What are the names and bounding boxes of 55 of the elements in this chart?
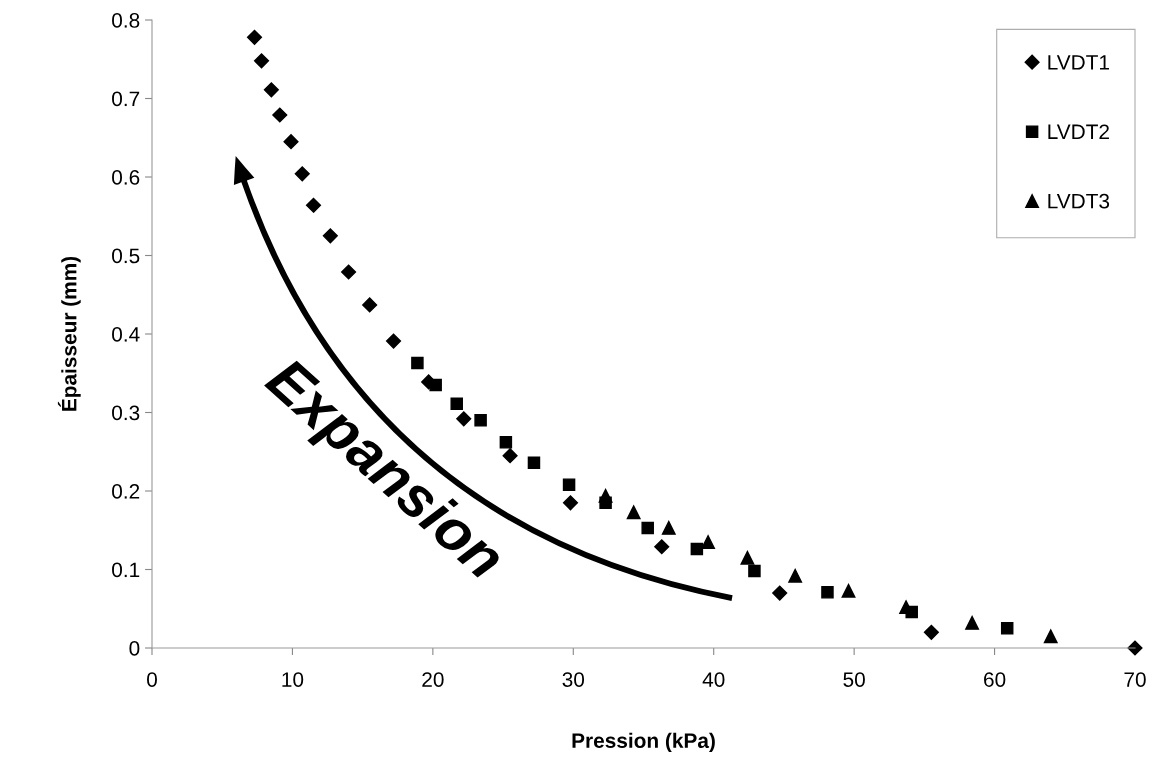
point [626, 505, 641, 520]
point [246, 29, 263, 45]
x-axis-title: Pression (kPa) [572, 732, 715, 753]
point [499, 436, 513, 449]
point [772, 585, 788, 601]
point [841, 583, 856, 598]
x-tick-label: 40 [702, 672, 725, 687]
point [294, 166, 310, 182]
x-tick-label: 70 [1124, 672, 1146, 687]
point [562, 495, 579, 511]
point [923, 624, 939, 640]
point [253, 53, 270, 69]
point [283, 134, 299, 150]
point [385, 333, 402, 349]
point [322, 228, 338, 244]
point [562, 478, 576, 491]
point [1000, 622, 1014, 635]
y-tick-label: 0.7 [112, 91, 140, 107]
point [748, 564, 761, 578]
point [641, 521, 654, 535]
x-tick-label: 30 [562, 672, 585, 687]
point [965, 615, 980, 630]
point [362, 297, 378, 313]
point [305, 197, 322, 213]
point [740, 550, 755, 565]
legend-label: LVDT3 [1048, 193, 1110, 209]
y-tick-label: 0.8 [112, 13, 140, 28]
point [598, 488, 613, 503]
point [272, 107, 288, 123]
legend-label: LVDT2 [1048, 124, 1109, 139]
point [654, 539, 670, 555]
point [502, 448, 518, 464]
point [690, 542, 704, 556]
y-tick-label: 0.2 [112, 484, 140, 499]
x-tick-label: 50 [843, 672, 865, 687]
point [263, 82, 279, 98]
point [788, 568, 803, 583]
y-tick-label: 0 [129, 641, 140, 656]
x-tick-label: 0 [147, 672, 157, 687]
y-tick-label: 0.4 [112, 327, 140, 342]
point [821, 586, 834, 599]
point [1043, 629, 1058, 644]
x-tick-label: 10 [282, 672, 304, 687]
point [341, 264, 357, 280]
point [661, 520, 676, 535]
y-tick-label: 0.3 [112, 405, 140, 421]
legend-label: LVDT1 [1048, 55, 1109, 70]
y-tick-label: 0.5 [112, 248, 140, 264]
y-axis-title: Épaisseur (mm) [57, 256, 81, 411]
y-tick-label: 0.6 [112, 170, 140, 185]
point [701, 535, 716, 549]
x-tick-label: 60 [984, 672, 1006, 687]
y-tick-label: 0.1 [112, 562, 140, 578]
point [527, 456, 541, 469]
x-tick-label: 20 [422, 672, 444, 687]
